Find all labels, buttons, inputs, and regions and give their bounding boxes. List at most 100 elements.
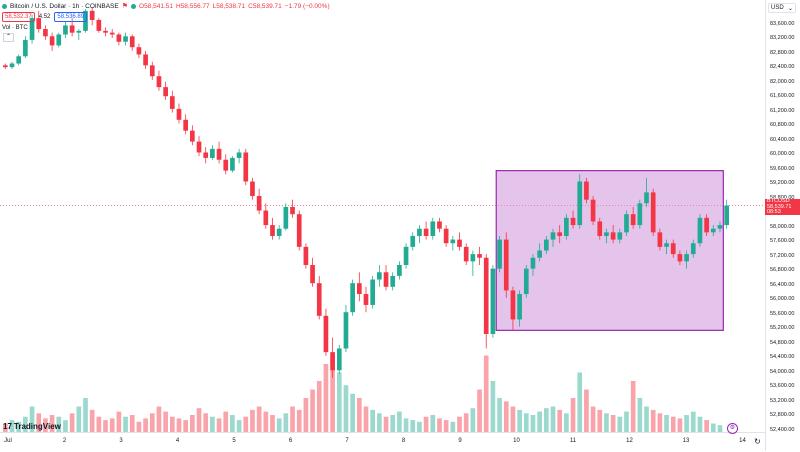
sell-button[interactable]: 58,532.37 — [2, 12, 35, 22]
time-axis[interactable]: Jul 2 3 4 5 6 7 8 9 10 11 12 13 14 — [0, 432, 765, 452]
price-tick-label: 83,600.00 — [770, 20, 795, 27]
volume-bar — [250, 409, 255, 432]
candle-body — [69, 25, 75, 33]
volume-bar — [430, 415, 436, 432]
time-tick-label: 9 — [458, 438, 462, 444]
candle-body — [136, 47, 142, 55]
volume-bar — [343, 385, 349, 432]
volume-bar — [216, 418, 222, 432]
candle-body — [156, 76, 162, 88]
candle-body — [664, 243, 669, 247]
volume-bar — [290, 406, 295, 432]
buy-button[interactable]: 58,536.89 — [54, 12, 88, 22]
candle-body — [570, 217, 576, 226]
candle-body — [617, 232, 623, 240]
time-tick-label: 6 — [288, 438, 293, 444]
time-tick-label: 11 — [569, 438, 577, 444]
candle-body — [443, 228, 449, 244]
volume-bar — [477, 389, 482, 432]
candle-body — [644, 192, 649, 204]
volume-bar — [9, 420, 15, 432]
volume-legend[interactable]: Vol · BTC — [2, 25, 28, 31]
candle-body — [590, 199, 596, 222]
flag-icon[interactable]: ⚑ — [121, 3, 129, 10]
volume-bar — [123, 416, 128, 432]
price-tick-label: 59,600.00 — [770, 165, 795, 172]
candle-body — [577, 181, 583, 226]
candle-body — [183, 119, 189, 131]
candle-body — [417, 228, 422, 236]
volume-bar — [190, 415, 195, 432]
volume-bar — [417, 421, 422, 432]
volume-bar — [23, 416, 28, 432]
reset-icon[interactable]: ↻ — [754, 437, 761, 446]
candle-body — [316, 283, 322, 316]
candle-body — [16, 56, 22, 64]
candle-body — [697, 217, 703, 244]
volume-bar — [276, 418, 282, 432]
volume-bar — [109, 418, 115, 432]
time-tick-label: 13 — [682, 438, 690, 444]
candle-body — [210, 148, 215, 158]
candle-body — [129, 36, 135, 48]
candle-body — [350, 283, 355, 313]
volume-bar — [523, 413, 529, 432]
volume-bar — [169, 416, 175, 432]
volume-bar — [256, 406, 262, 432]
price-tick-label: 52,800.00 — [770, 412, 795, 418]
last-price-symbol: BTCUSD — [767, 198, 790, 205]
volume-bar — [397, 411, 402, 432]
collapse-legend-button[interactable]: ⌃ — [3, 33, 14, 42]
candle-body — [630, 214, 636, 226]
volume-bar — [697, 416, 703, 432]
volume-bar — [377, 413, 382, 432]
price-tick-label: 82,800.00 — [770, 49, 795, 56]
price-tick-label: 61,600.00 — [770, 93, 795, 99]
candle-body — [310, 265, 315, 284]
candle-body — [584, 181, 589, 200]
price-axis[interactable]: 84,000.0083,600.0083,200.0082,800.0082,4… — [765, 0, 800, 451]
candle-body — [76, 30, 82, 33]
candle-body — [109, 32, 115, 35]
volume-bar — [283, 413, 289, 432]
volume-bar — [437, 418, 442, 432]
spread-value: 4.52 — [38, 14, 51, 20]
chevron-down-icon: ⌄ — [787, 5, 793, 12]
candle-body — [517, 294, 522, 320]
symbol-title[interactable]: Bitcoin / U.S. Dollar · 1h · COINBASE — [10, 2, 119, 10]
last-price-value: 58,539.71 — [767, 203, 792, 210]
rectangle-drawing[interactable] — [495, 170, 724, 331]
volume-bar — [537, 411, 542, 432]
chart-area[interactable] — [0, 0, 765, 436]
candle-body — [383, 272, 389, 287]
price-tick-label: 60,000.00 — [770, 151, 795, 157]
volume-bar — [710, 423, 716, 432]
time-tick-label: 8 — [401, 438, 406, 444]
time-tick-label: 4 — [175, 438, 180, 444]
candle-body — [56, 34, 62, 46]
candle-body — [343, 312, 349, 349]
candle-body — [510, 290, 516, 320]
price-tick-label: 54,400.00 — [770, 354, 795, 360]
volume-bar — [223, 411, 229, 432]
candle-body — [283, 206, 289, 229]
candle-body — [190, 130, 195, 142]
ohlc-low: L58,538.71 — [212, 2, 246, 10]
candlestick-chart[interactable] — [0, 0, 765, 432]
volume-bar — [356, 398, 362, 432]
candle-body — [604, 232, 609, 236]
candle-body — [410, 235, 416, 247]
candle-body — [690, 243, 696, 255]
candle-body — [290, 206, 295, 215]
price-tick-label: 82,400.00 — [770, 64, 795, 70]
settings-gear-icon[interactable]: ⚙ — [727, 423, 738, 434]
volume-bar — [270, 415, 275, 432]
volume-bar — [684, 415, 689, 432]
currency-selector[interactable]: USD ⌄ — [768, 3, 796, 13]
time-tick-label: 3 — [119, 438, 123, 444]
tradingview-logo[interactable]: 17 TradingView — [3, 422, 61, 431]
volume-bar — [677, 418, 683, 432]
volume-bar — [510, 406, 516, 432]
volume-bar — [370, 409, 376, 432]
last-price-tag: BTCUSD 58,539.71 08:53 — [765, 198, 800, 216]
